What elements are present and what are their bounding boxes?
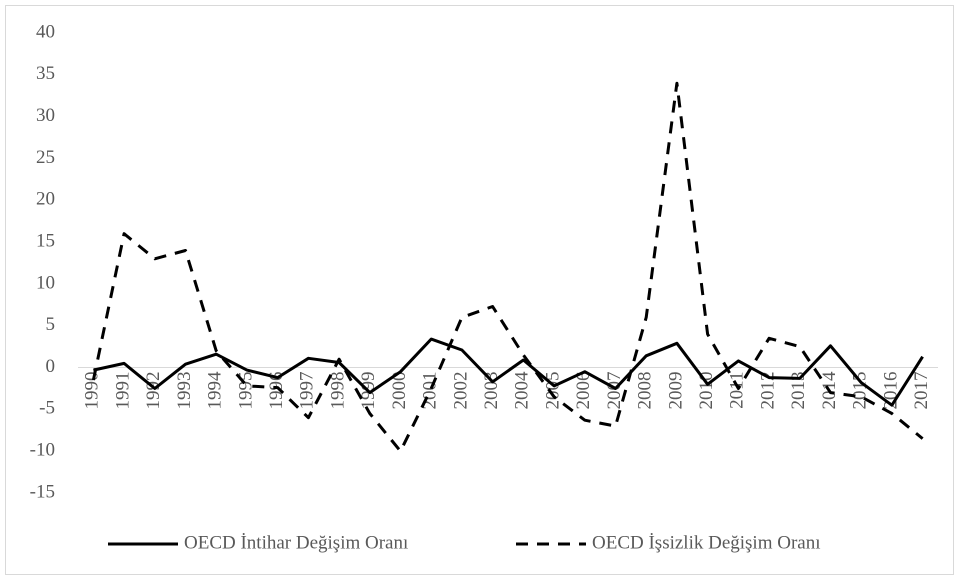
x-tick-label: 2015 — [850, 372, 871, 410]
x-tick-label: 2007 — [604, 372, 625, 410]
x-tick-label: 1993 — [174, 372, 195, 410]
legend-label: OECD İntihar Değişim Oranı — [184, 532, 408, 553]
x-tick-label: 1995 — [235, 372, 256, 410]
x-tick-label: 1997 — [297, 372, 318, 410]
y-tick-label: -5 — [39, 398, 55, 419]
legend-label: OECD İşsizlik Değişim Oranı — [592, 532, 821, 553]
x-tick-label: 2004 — [512, 371, 533, 410]
y-tick-label: 35 — [36, 63, 55, 84]
x-tick-label: 2012 — [757, 372, 778, 410]
x-tick-label: 2008 — [635, 372, 656, 410]
x-tick-label: 2006 — [573, 372, 594, 410]
y-tick-label: 15 — [36, 230, 55, 251]
y-tick-label: -10 — [30, 440, 55, 461]
y-tick-label: 40 — [36, 21, 55, 42]
x-tick-label: 1991 — [112, 372, 133, 410]
x-tick-label: 1996 — [266, 372, 287, 410]
y-tick-label: 30 — [36, 105, 55, 126]
x-tick-label: 2009 — [665, 372, 686, 410]
x-tick-label: 2010 — [696, 372, 717, 410]
x-tick-label: 2011 — [727, 372, 748, 409]
y-tick-label: 10 — [36, 272, 55, 293]
series-line — [93, 337, 924, 407]
x-tick-label: 1992 — [143, 372, 164, 410]
chart-frame — [5, 5, 954, 575]
x-tick-label: 2003 — [481, 372, 502, 410]
x-tick-label: 1990 — [82, 372, 103, 410]
y-tick-label: 0 — [46, 356, 56, 377]
x-tick-label: 1998 — [327, 372, 348, 410]
y-tick-label: 20 — [36, 189, 55, 210]
x-tick-label: 1994 — [205, 371, 226, 410]
x-tick-label: 2000 — [389, 372, 410, 410]
x-tick-label: 2017 — [911, 372, 932, 410]
x-tick-label: 2013 — [788, 372, 809, 410]
y-tick-label: 25 — [36, 147, 55, 168]
y-tick-label: -15 — [30, 481, 55, 502]
x-tick-label: 2002 — [450, 372, 471, 410]
y-tick-label: 5 — [46, 314, 56, 335]
